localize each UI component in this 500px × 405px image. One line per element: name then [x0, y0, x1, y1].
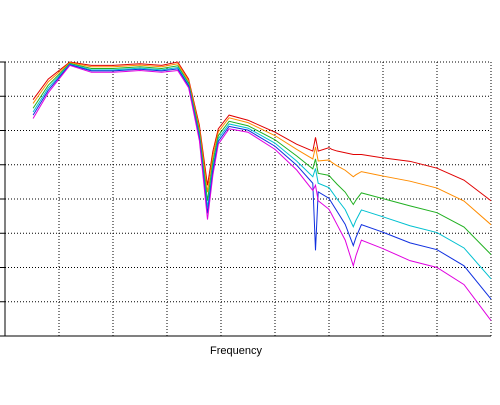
series-line [32, 62, 492, 255]
series-line [32, 61, 492, 202]
series-line [32, 63, 492, 280]
series-line [32, 64, 492, 321]
series-line [32, 62, 492, 226]
series-line [32, 64, 492, 300]
x-axis-label: Frequency [210, 345, 262, 357]
